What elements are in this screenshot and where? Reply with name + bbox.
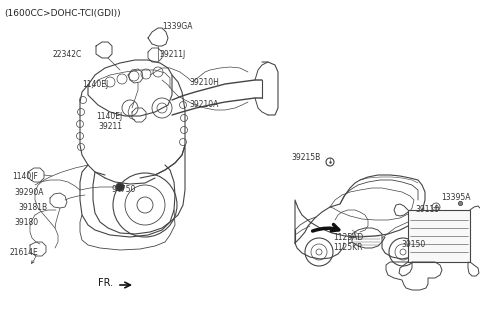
Text: 1339GA: 1339GA [162, 22, 192, 31]
Text: 94750: 94750 [111, 185, 135, 194]
Text: 1140JF: 1140JF [12, 172, 38, 181]
Text: 1125KR: 1125KR [333, 243, 362, 252]
Text: 39215B: 39215B [291, 153, 320, 162]
Text: 21614E: 21614E [10, 248, 39, 257]
Text: 1140EJ: 1140EJ [82, 80, 108, 89]
Text: 39210A: 39210A [189, 100, 218, 109]
Text: 39290A: 39290A [14, 188, 44, 197]
Text: 39150: 39150 [401, 240, 425, 249]
Text: 1140EJ: 1140EJ [96, 112, 122, 121]
Text: 39110: 39110 [415, 205, 439, 214]
Circle shape [116, 183, 124, 191]
Text: 13395A: 13395A [441, 193, 470, 202]
Text: 22342C: 22342C [53, 50, 82, 59]
Bar [408, 210, 470, 262]
Text: 39211: 39211 [98, 122, 122, 131]
Text: 39210H: 39210H [189, 78, 219, 87]
Text: 39181B: 39181B [18, 203, 47, 212]
Text: FR.: FR. [98, 278, 113, 288]
Text: 39180: 39180 [14, 218, 38, 227]
Text: 39211J: 39211J [159, 50, 185, 59]
Text: (1600CC>DOHC-TCI(GDI)): (1600CC>DOHC-TCI(GDI)) [4, 9, 120, 18]
Text: 1125AD: 1125AD [333, 233, 363, 242]
